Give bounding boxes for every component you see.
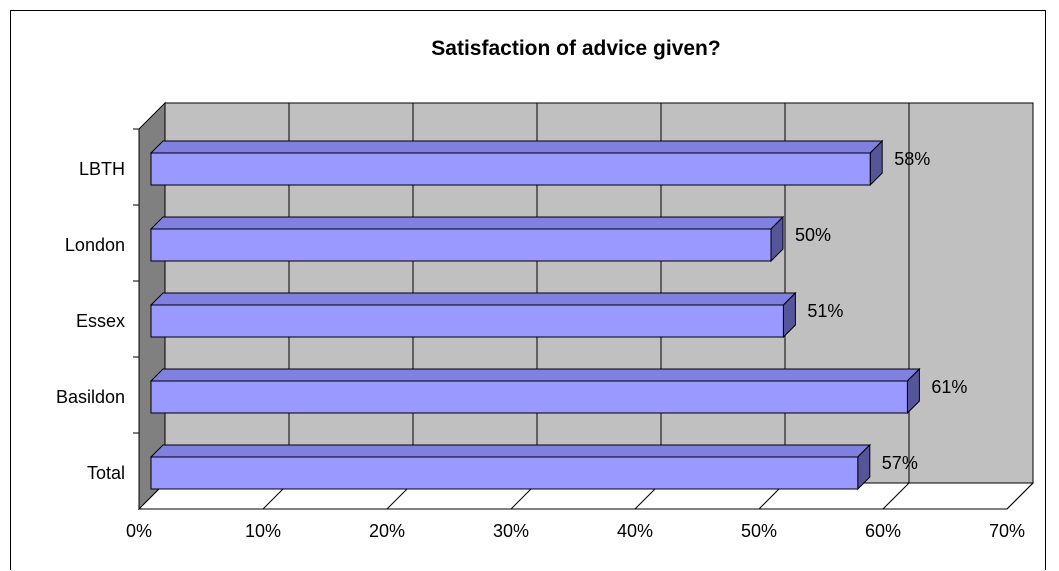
data-label: 51% <box>807 301 843 321</box>
category-label: Total <box>87 463 125 483</box>
floor-gridline <box>1006 482 1034 510</box>
x-tick-label: 70% <box>989 521 1025 541</box>
bar-top-face <box>149 292 797 306</box>
x-tick-label: 30% <box>493 521 529 541</box>
data-label: 57% <box>882 453 918 473</box>
chart-frame: 0% 10% 20% 30% 40% 50% 60% 70% LBTH 58% London 50% E… <box>10 10 1046 570</box>
bar-top-face <box>149 140 884 154</box>
category-label: Essex <box>76 311 125 331</box>
category-label: LBTH <box>79 159 125 179</box>
bar-top-face <box>149 444 872 458</box>
bar <box>150 304 784 338</box>
x-tick-label: 0% <box>126 521 152 541</box>
bar-top-face <box>149 368 921 382</box>
x-tick-label: 60% <box>865 521 901 541</box>
x-tick-label: 20% <box>369 521 405 541</box>
chart-title: Satisfaction of advice given? <box>431 37 720 60</box>
bar <box>150 380 908 414</box>
x-tick-label: 40% <box>617 521 653 541</box>
x-tick-label: 50% <box>741 521 777 541</box>
bar <box>150 152 871 186</box>
bar <box>150 456 859 490</box>
category-label: Basildon <box>56 387 125 407</box>
bar <box>150 228 772 262</box>
data-label: 50% <box>795 225 831 245</box>
floor-gridline <box>882 482 910 510</box>
data-label: 61% <box>931 377 967 397</box>
bar-top-face <box>149 216 785 230</box>
bar-chart: 0% 10% 20% 30% 40% 50% 60% 70% LBTH 58% London 50% E… <box>56 37 1035 541</box>
category-label: London <box>65 235 125 255</box>
x-tick-label: 10% <box>245 521 281 541</box>
data-label: 58% <box>894 149 930 169</box>
